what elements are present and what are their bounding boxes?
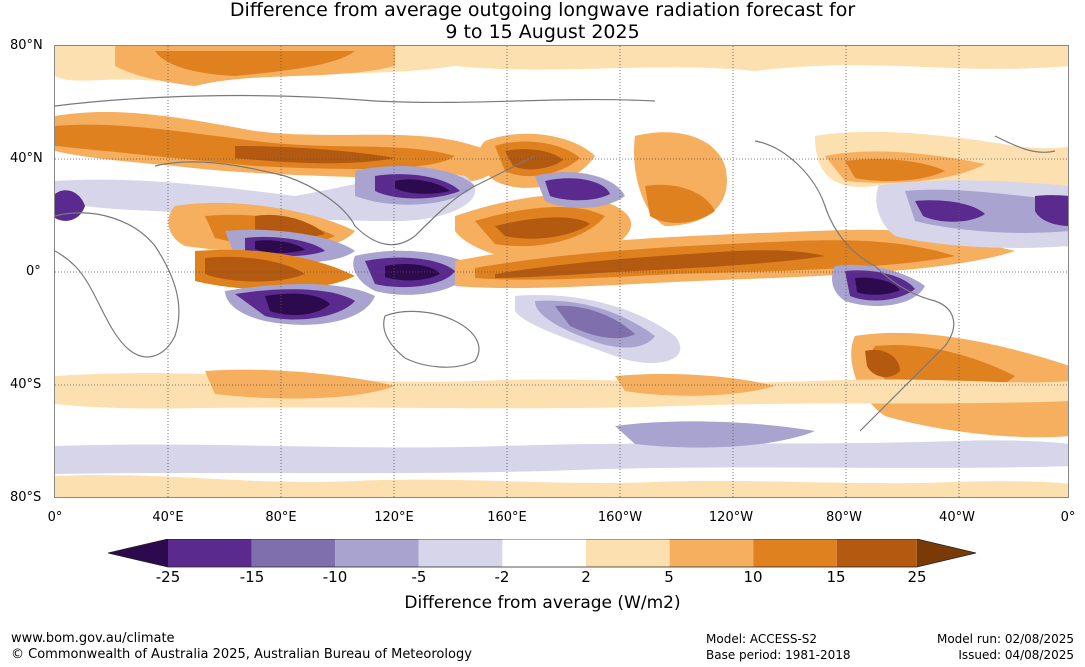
lat-label-80s: 80°S [10,490,42,505]
lon-label-360: 0° [1060,510,1076,525]
lon-label-80e: 80°E [265,510,297,525]
lat-label-eq: 0° [26,264,41,279]
colorbar-swatch [753,539,837,567]
colorbar-tick: -25 [155,568,181,586]
map-title-line2: 9 to 15 August 2025 [445,21,640,43]
lon-label-160w: 160°W [597,510,643,525]
colorbar [108,539,977,568]
lat-label-40n: 40°N [10,151,43,166]
map-title-line1: Difference from average outgoing longwav… [229,0,856,21]
footer-model-run: Model run: 02/08/2025 [936,632,1074,646]
footer-base-period: Base period: 1981-2018 [706,648,851,662]
colorbar-swatch [669,539,754,567]
lon-label-120e: 120°E [374,510,414,525]
lon-label-120w: 120°W [708,510,754,525]
colorbar-tick: 2 [581,568,591,586]
colorbar-swatch [168,539,252,567]
colorbar-swatch [335,539,419,567]
lon-label-80w: 80°W [826,510,862,525]
colorbar-tick: -10 [322,568,348,586]
colorbar-tick: -5 [411,568,427,586]
colorbar-swatch [502,539,586,567]
footer-issued: Issued: 04/08/2025 [958,648,1074,662]
lon-label-160e: 160°E [487,510,527,525]
colorbar-swatch [836,539,917,567]
map-canvas [55,46,1068,497]
lon-label-0: 0° [47,510,63,525]
colorbar-tick: 25 [907,568,927,586]
lat-label-80n: 80°N [10,38,43,53]
lat-label-40s: 40°S [10,377,42,392]
footer-url: www.bom.gov.au/climate [11,631,175,646]
colorbar-tick: 10 [743,568,763,586]
colorbar-swatch-above-max [916,539,976,567]
colorbar-swatch [586,539,670,567]
lon-label-40w: 40°W [939,510,975,525]
colorbar-swatch-below-min [108,539,168,567]
colorbar-title: Difference from average (W/m2) [404,593,681,613]
footer-copyright: © Commonwealth of Australia 2025, Austra… [11,647,472,662]
colorbar-swatch [418,539,503,567]
footer-model: Model: ACCESS-S2 [706,632,818,646]
colorbar-swatch [251,539,336,567]
colorbar-tick: 15 [826,568,846,586]
lon-label-40e: 40°E [152,510,184,525]
colorbar-tick: -15 [239,568,265,586]
colorbar-tick: -2 [494,568,510,586]
colorbar-tick: 5 [664,568,674,586]
olr-anomaly-map [54,45,1069,498]
